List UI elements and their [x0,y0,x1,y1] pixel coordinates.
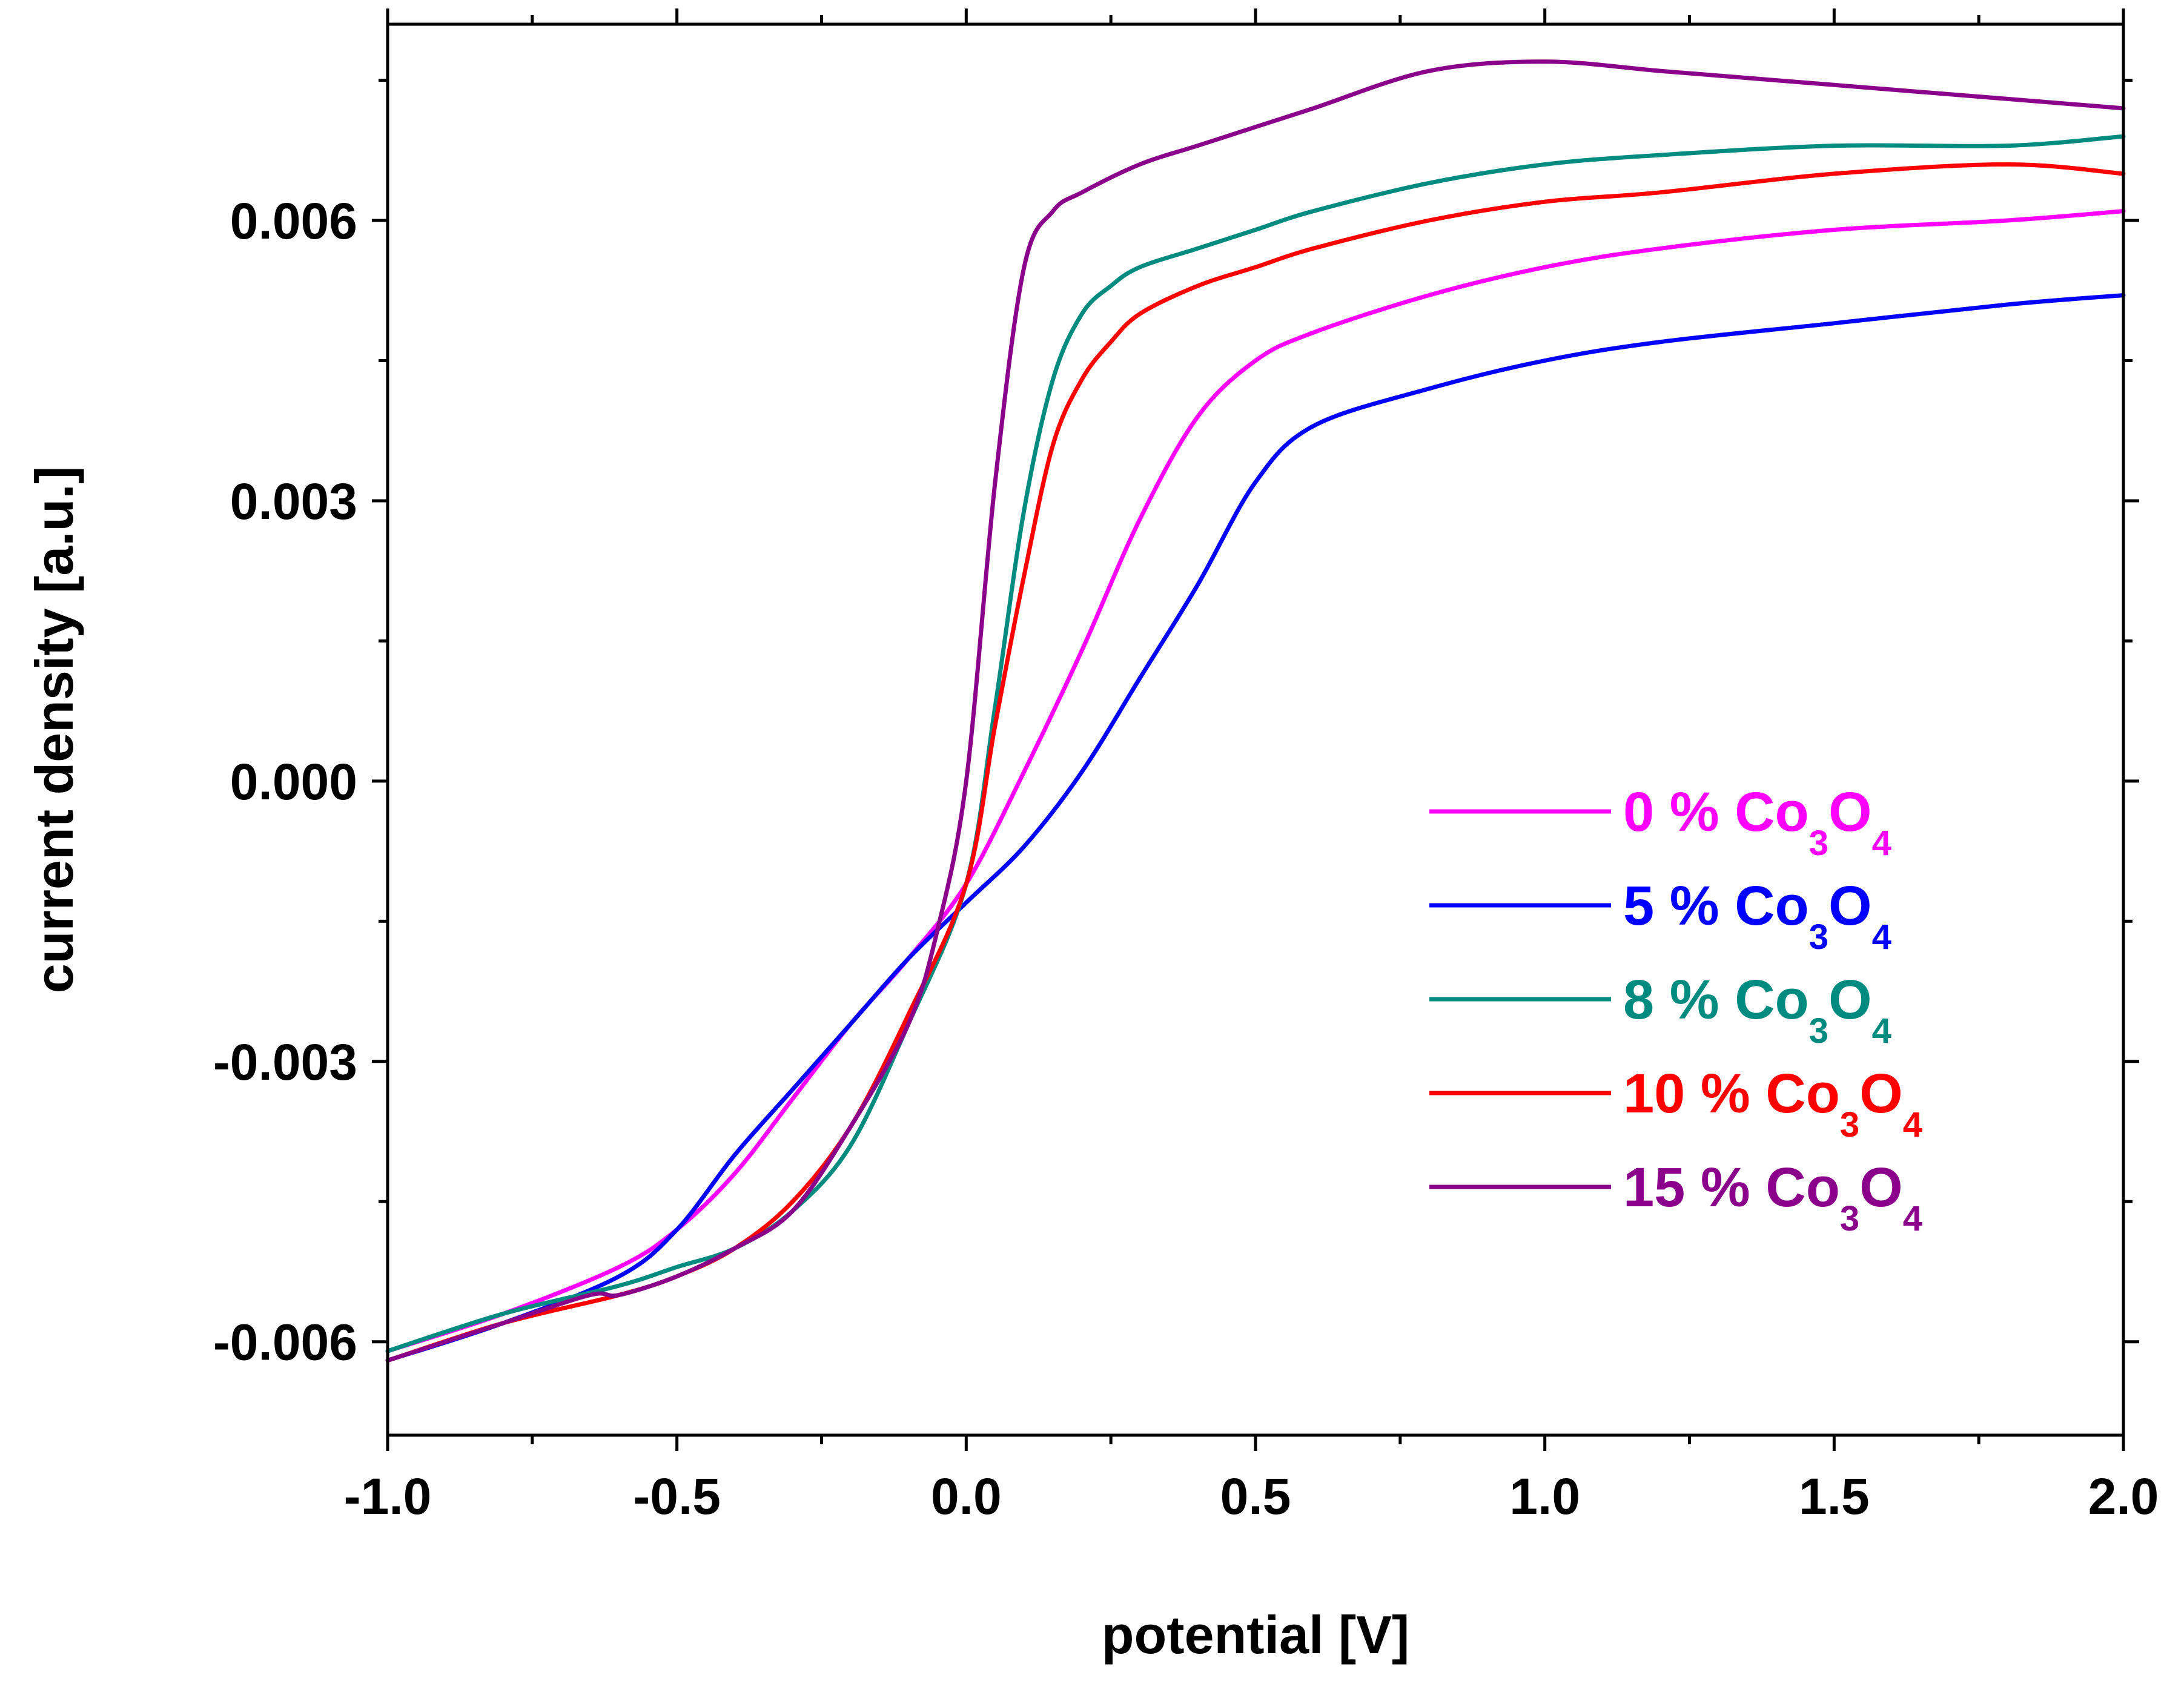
series-line-1 [385,293,2126,1363]
legend-label-0: 0 % Co3O4 [1623,781,1891,863]
y-tick-label: -0.006 [213,1314,357,1371]
x-tick-label: 1.5 [1799,1468,1870,1525]
x-tick-label: -1.0 [344,1468,432,1525]
plot-frame [386,22,2125,1437]
x-tick-label: 2.0 [2088,1468,2159,1525]
legend-label-4: 15 % Co3O4 [1623,1157,1922,1238]
series-line-0 [385,209,2126,1353]
legend-label-3: 10 % Co3O4 [1623,1063,1922,1145]
legend-label-1: 5 % Co3O4 [1623,875,1891,957]
y-tick-label: 0.006 [230,193,357,249]
x-tick-label: 0.5 [1220,1468,1291,1525]
series-layer [385,59,2126,1363]
series-line-4 [385,59,2126,1363]
y-tick-label: -0.003 [213,1034,357,1091]
y-axis-title: current density [a.u.] [24,466,84,993]
y-tick-label: 0.000 [230,753,357,810]
legend: 0 % Co3O4 5 % Co3O4 8 % Co3O4 10 % Co3O4 15 … [1429,781,1922,1238]
x-tick-label: 1.0 [1509,1468,1580,1525]
x-tick-label: -0.5 [633,1468,721,1525]
x-tick-label: 0.0 [931,1468,1002,1525]
legend-label-2: 8 % Co3O4 [1623,969,1891,1051]
x-axis-title: potential [V] [1102,1605,1409,1665]
y-tick-label: 0.003 [230,473,357,530]
ticks-layer: -1.0 -0.5 0.0 0.5 1.0 1.5 2.0 -0.006 -0.003 0.000… [213,8,2159,1525]
